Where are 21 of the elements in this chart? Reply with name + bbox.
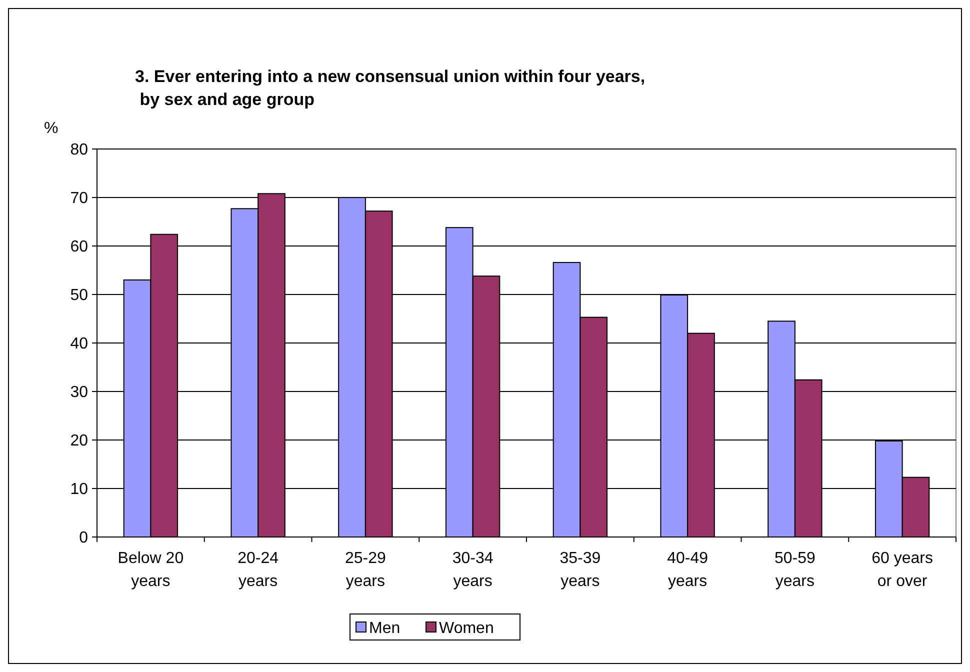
- x-tick-label: Below 20 years: [118, 550, 184, 590]
- y-tick-label: 0: [79, 530, 88, 547]
- x-tick-label: 20-24 years: [238, 550, 279, 590]
- x-tick-label: 50-59 years: [774, 550, 816, 590]
- y-tick-label: 70: [70, 190, 88, 208]
- x-tick-label: 30-34 years: [452, 550, 494, 590]
- x-tick-label: 35-39 years: [560, 550, 601, 590]
- legend-label: Men: [369, 620, 400, 637]
- x-tick-label: 60 years or over: [872, 550, 933, 590]
- y-tick-label: 20: [70, 432, 88, 450]
- y-tick-label: 40: [70, 336, 88, 353]
- y-tick-label: 60: [70, 238, 88, 256]
- y-tick-label: 10: [70, 481, 88, 498]
- x-tick-label: 25-29 years: [344, 550, 386, 590]
- y-axis-title: %: [44, 120, 58, 137]
- chart-title: 3. Ever entering into a new consensual union within four years, by sex and age group: [135, 67, 646, 109]
- y-tick-label: 30: [70, 384, 88, 402]
- x-tick-label: 40-49 years: [667, 550, 708, 590]
- y-tick-label: 80: [70, 142, 88, 159]
- y-tick-label: 50: [70, 287, 88, 304]
- legend-label: Women: [439, 620, 494, 637]
